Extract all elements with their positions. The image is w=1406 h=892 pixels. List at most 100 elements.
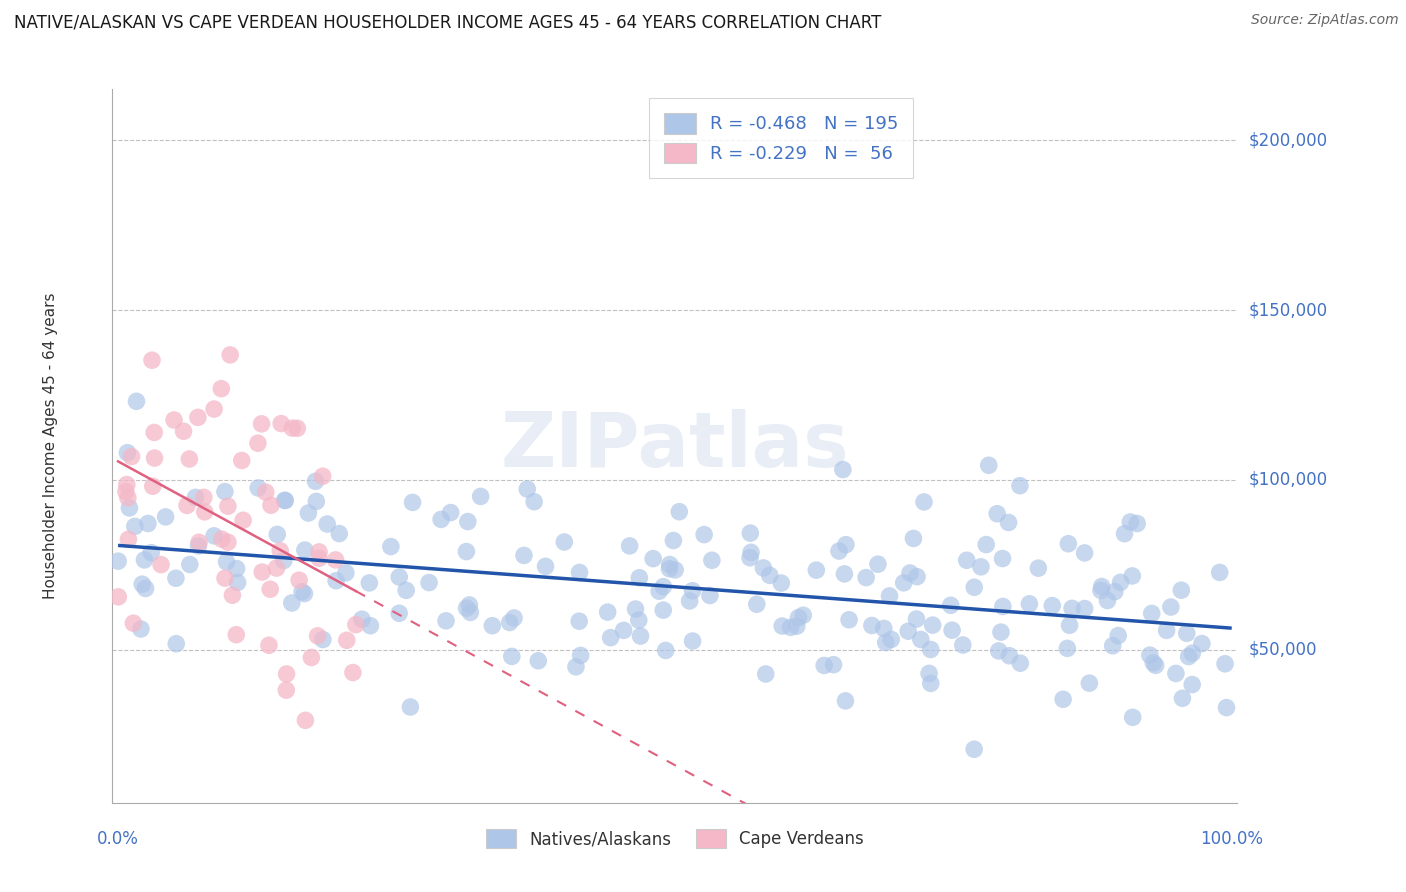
Point [1059,618,1081,632]
Point [129,622,152,636]
Point [380,540,402,554]
Text: $100,000: $100,000 [1249,471,1327,489]
Point [1121,569,1143,583]
Point [141,353,163,368]
Point [297,506,319,520]
Point [155,509,177,524]
Point [221,588,243,602]
Point [553,535,575,549]
Point [173,424,195,438]
Point [619,539,641,553]
Point [308,545,330,559]
Point [523,494,546,508]
Point [456,544,478,558]
Point [1008,478,1031,492]
Point [834,566,856,581]
Point [745,597,768,611]
Point [1139,648,1161,662]
Point [952,638,974,652]
Point [1191,637,1213,651]
Point [270,417,292,431]
Point [1028,561,1050,575]
Point [202,402,225,417]
Point [501,649,523,664]
Point [187,410,209,425]
Point [699,589,721,603]
Point [266,527,288,541]
Point [787,610,810,624]
Point [430,512,453,526]
Point [214,484,236,499]
Point [184,491,207,505]
Point [834,694,856,708]
Point [134,553,156,567]
Point [232,513,254,527]
Point [678,594,700,608]
Point [359,575,381,590]
Point [806,563,828,577]
Point [866,558,889,572]
Point [225,628,247,642]
Point [880,632,903,647]
Point [281,421,304,435]
Point [250,565,273,579]
Point [188,535,211,549]
Point [664,563,686,577]
Point [187,539,209,553]
Point [682,634,704,648]
Point [399,700,422,714]
Point [219,348,242,362]
Point [1101,639,1123,653]
Point [165,571,187,585]
Point [143,450,166,465]
Point [1140,607,1163,621]
Point [991,551,1014,566]
Point [342,665,364,680]
Point [217,499,239,513]
Text: $50,000: $50,000 [1249,640,1317,659]
Point [770,576,793,591]
Point [209,382,232,396]
Point [662,533,685,548]
Point [1142,656,1164,670]
Point [266,561,288,575]
Point [135,582,157,596]
Point [124,519,146,533]
Point [285,421,308,435]
Point [150,558,173,572]
Point [294,586,316,600]
Point [1181,677,1204,691]
Point [117,533,139,547]
Text: NATIVE/ALASKAN VS CAPE VERDEAN HOUSEHOLDER INCOME AGES 45 - 64 YEARS CORRELATION: NATIVE/ALASKAN VS CAPE VERDEAN HOUSEHOLD… [14,13,882,31]
Text: 100.0%: 100.0% [1201,830,1263,848]
Point [569,648,592,663]
Point [1119,515,1142,529]
Point [912,495,935,509]
Point [312,632,335,647]
Point [434,614,457,628]
Point [1171,691,1194,706]
Point [1018,597,1040,611]
Point [873,621,896,635]
Point [534,559,557,574]
Point [481,618,503,632]
Point [740,545,762,559]
Point [879,589,901,603]
Point [918,666,941,681]
Text: Householder Income Ages 45 - 64 years: Householder Income Ages 45 - 64 years [44,293,58,599]
Point [179,558,201,572]
Point [568,566,591,580]
Point [516,482,538,496]
Point [214,571,236,585]
Point [231,453,253,467]
Point [920,676,942,690]
Point [254,485,277,500]
Point [986,507,1008,521]
Point [1090,583,1112,598]
Point [939,599,962,613]
Point [273,553,295,567]
Point [752,561,775,575]
Point [1091,579,1114,593]
Point [456,601,478,615]
Point [470,490,492,504]
